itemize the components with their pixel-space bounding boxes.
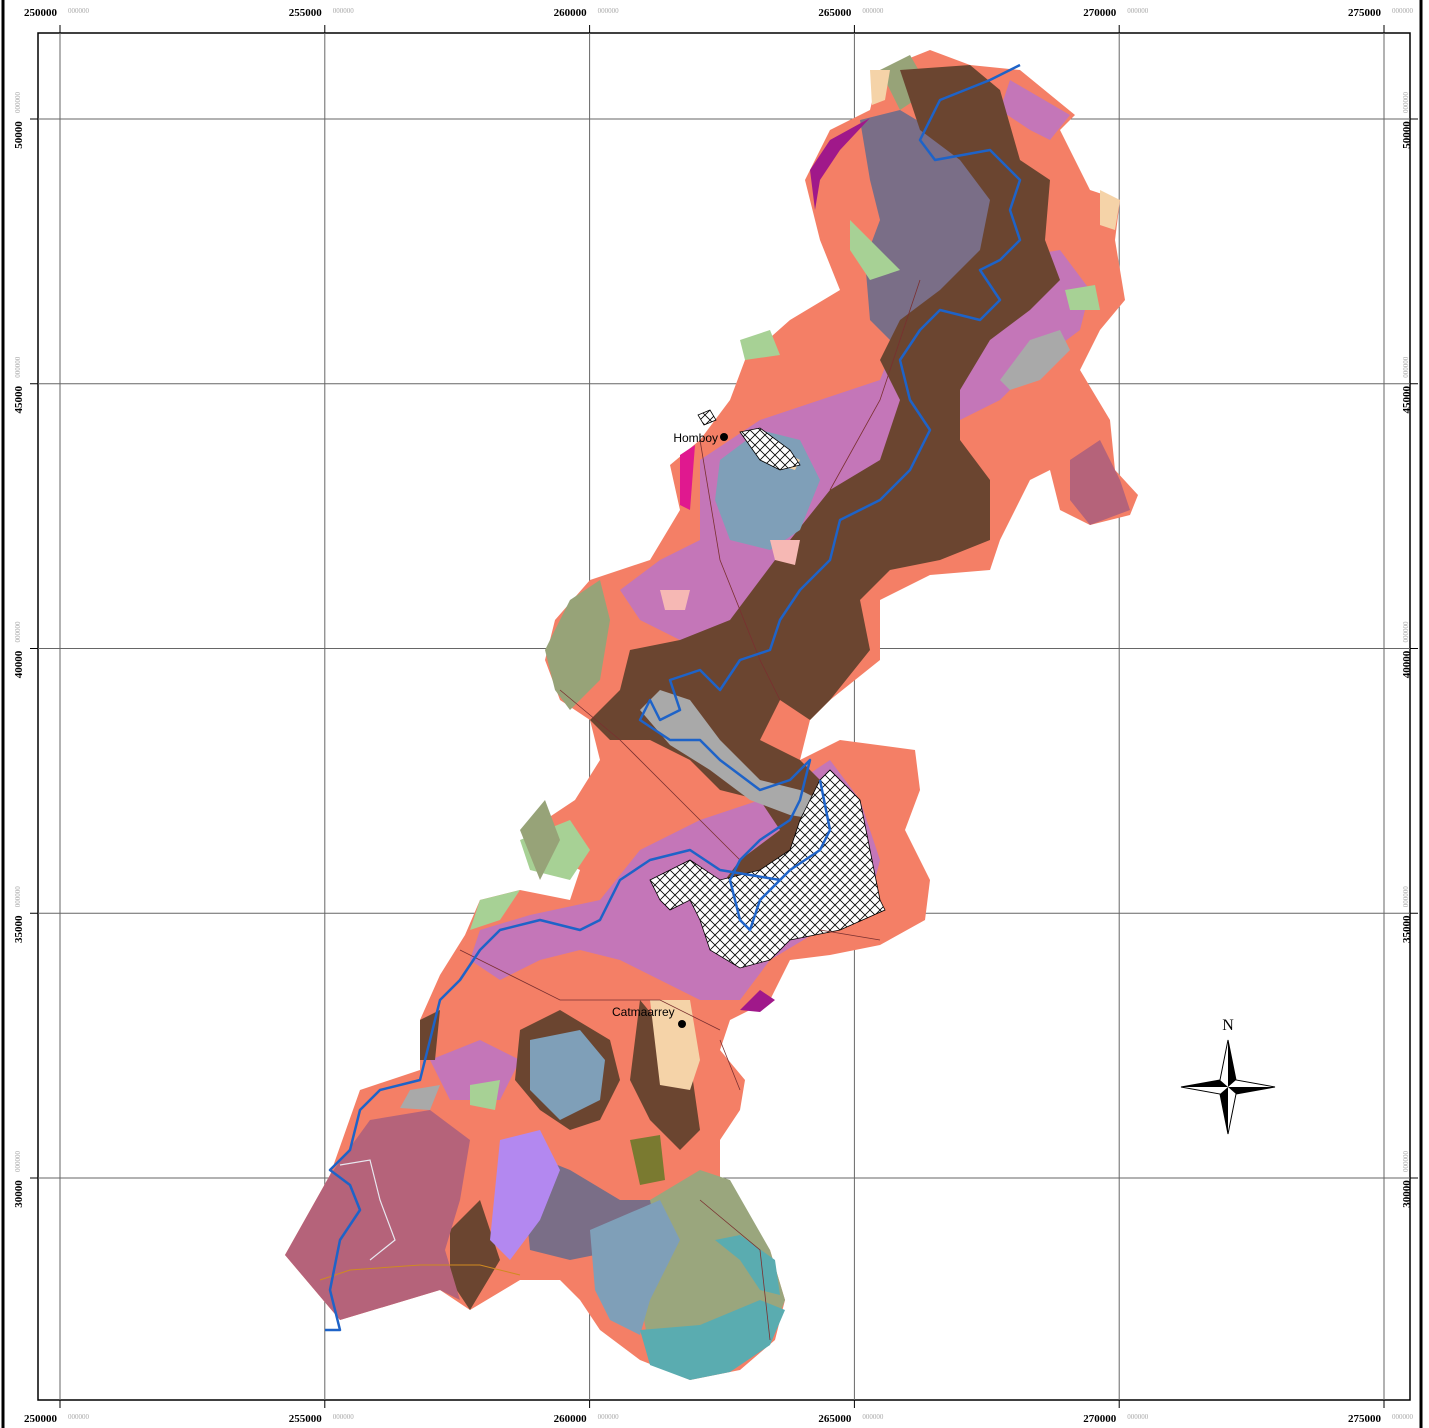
x-grid-label: 265000	[818, 7, 852, 19]
label-suffix: 000000	[1402, 1151, 1410, 1173]
place-dot	[720, 433, 728, 441]
x-grid-label: 275000	[1348, 7, 1382, 19]
y-grid-label: 45000	[1401, 386, 1413, 414]
soil-unit	[285, 440, 1130, 1320]
soil-unit	[490, 1130, 560, 1260]
label-suffix: 000000	[598, 7, 620, 15]
label-suffix: 000000	[1402, 886, 1410, 908]
x-grid-label: 255000	[289, 1413, 323, 1425]
x-grid-label: 270000	[1083, 1413, 1117, 1425]
river	[325, 63, 1022, 1332]
stream	[339, 1159, 396, 1261]
place-dot	[678, 1020, 686, 1028]
road	[459, 279, 921, 1341]
label-suffix: 000000	[68, 1413, 90, 1421]
y-grid-label: 30000	[13, 1180, 25, 1208]
label-suffix: 000000	[1392, 1413, 1414, 1421]
north-arrow: N	[1180, 1017, 1276, 1135]
x-grid-label: 265000	[818, 1413, 852, 1425]
urban-area	[649, 409, 886, 969]
label-suffix: 000000	[333, 7, 355, 15]
soil-unit	[530, 430, 820, 1120]
label-suffix: 000000	[14, 1151, 22, 1173]
soil-unit	[660, 540, 800, 610]
y-grid-label: 40000	[1401, 650, 1413, 678]
place-label: Homboy	[673, 431, 718, 445]
label-suffix: 000000	[68, 7, 90, 15]
label-suffix: 000000	[1402, 356, 1410, 378]
soil-unit	[630, 1135, 665, 1185]
soil-unit	[640, 1235, 785, 1380]
map-frame	[37, 32, 1411, 1401]
y-grid-label: 30000	[1401, 1180, 1413, 1208]
x-grid-label: 250000	[24, 1413, 58, 1425]
label-suffix: 000000	[14, 356, 22, 378]
land-units	[285, 50, 1138, 1380]
x-grid-label: 260000	[554, 7, 588, 19]
compass-shade	[1181, 1040, 1275, 1134]
label-suffix: 000000	[1127, 1413, 1149, 1421]
label-suffix: 000000	[862, 7, 884, 15]
label-suffix: 000000	[333, 1413, 355, 1421]
x-grid-label: 270000	[1083, 7, 1117, 19]
label-suffix: 000000	[14, 92, 22, 114]
y-grid-label: 50000	[13, 121, 25, 149]
y-grid-label: 50000	[1401, 121, 1413, 149]
soil-unit	[680, 445, 695, 510]
label-suffix: 000000	[598, 1413, 620, 1421]
road	[319, 1264, 521, 1281]
label-suffix: 000000	[1392, 7, 1414, 15]
y-grid-label: 35000	[13, 915, 25, 943]
label-suffix: 000000	[14, 621, 22, 643]
y-grid-label: 40000	[13, 650, 25, 678]
x-grid-label: 250000	[24, 7, 58, 19]
x-grid-label: 255000	[289, 7, 323, 19]
place-label: Catmaarrey	[612, 1005, 675, 1019]
y-grid-label: 45000	[13, 386, 25, 414]
label-suffix: 000000	[1402, 621, 1410, 643]
label-suffix: 000000	[1402, 92, 1410, 114]
x-grid-label: 260000	[554, 1413, 588, 1425]
soil-unit	[590, 1200, 680, 1335]
compass-label: N	[1222, 1017, 1234, 1034]
label-suffix: 000000	[1127, 7, 1149, 15]
label-suffix: 000000	[862, 1413, 884, 1421]
soil-unit	[420, 1000, 700, 1310]
x-grid-label: 275000	[1348, 1413, 1382, 1425]
label-suffix: 000000	[14, 886, 22, 908]
place-markers: Homboy Catmaarrey	[612, 431, 728, 1028]
y-grid-label: 35000	[1401, 915, 1413, 943]
